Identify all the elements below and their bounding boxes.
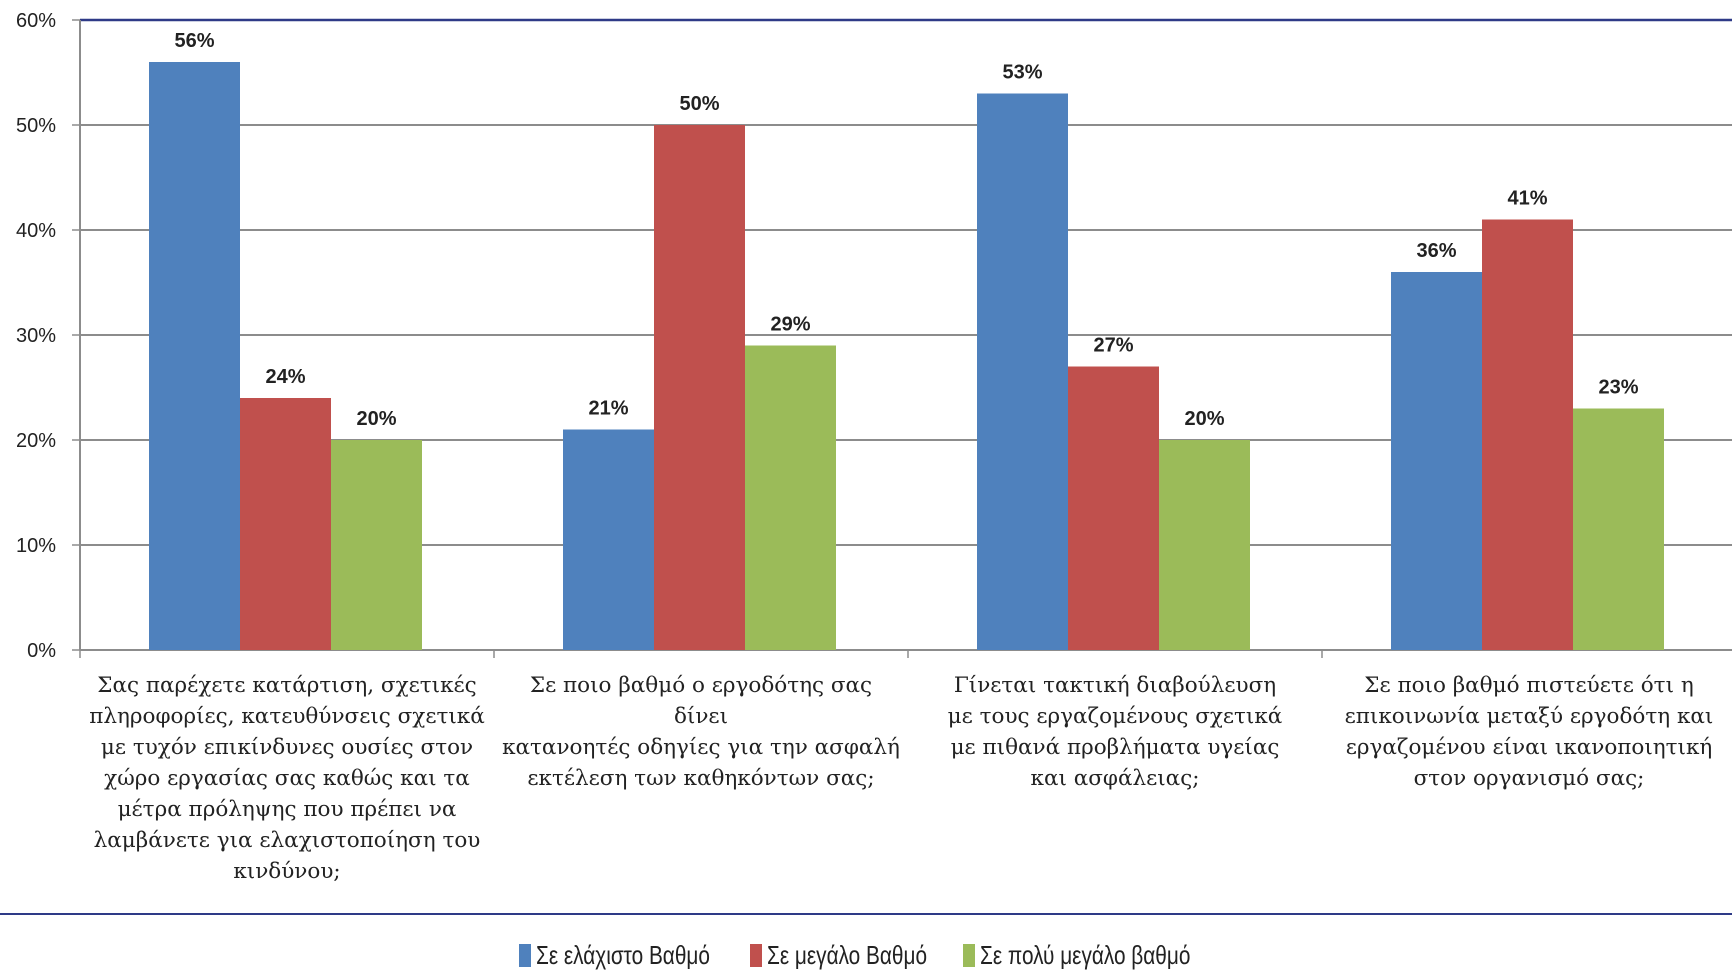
- data-label: 27%: [1093, 335, 1133, 357]
- category-label-line: μέτρα πρόληψης που πρέπει να: [117, 797, 457, 822]
- bar: [745, 345, 836, 650]
- category-label-line: Σε ποιο βαθμό ο εργοδότης σας δίνει: [529, 673, 873, 729]
- category-label: Σας παρέχετε κατάρτιση, σχετικές πληροφορ…: [87, 670, 487, 887]
- category-label-line: Σε ποιο βαθμό πιστεύετε ότι η: [1364, 673, 1694, 698]
- y-tick-label: 40%: [16, 220, 56, 242]
- data-label: 20%: [1184, 408, 1224, 430]
- data-label: 21%: [588, 398, 628, 420]
- bar: [331, 440, 422, 650]
- legend-item: Σε πολύ μεγάλο βαθμό: [962, 940, 1213, 971]
- data-label: 53%: [1002, 62, 1042, 84]
- category-label-line: και ασφάλειας;: [1030, 766, 1200, 791]
- bar: [1159, 440, 1250, 650]
- legend-label: Σε πολύ μεγάλο βαθμό: [979, 940, 1191, 970]
- category-label-line: επικοινωνία μεταξύ εργοδότη και: [1344, 704, 1714, 729]
- category-label-line: χώρο εργασίας σας καθώς και τα: [104, 766, 470, 791]
- bar: [240, 398, 331, 650]
- y-tick-label: 20%: [16, 430, 56, 452]
- category-label-line: εκτέλεση των καθηκόντων σας;: [527, 766, 875, 791]
- data-label: 50%: [679, 93, 719, 115]
- category-label-line: κατανοητές οδηγίες για την ασφαλή: [502, 735, 900, 760]
- bar: [563, 429, 654, 650]
- bar: [1573, 408, 1664, 650]
- category-label-line: πληροφορίες, κατευθύνσεις σχετικά: [89, 704, 485, 729]
- y-tick-label: 60%: [16, 10, 56, 32]
- category-label-line: με τυχόν επικίνδυνες ουσίες στον: [100, 735, 474, 760]
- y-tick-label: 10%: [16, 535, 56, 557]
- category-label: Γίνεται τακτική διαβούλευση με τους εργαζ…: [915, 670, 1315, 794]
- bar: [977, 93, 1068, 650]
- legend-swatch: [962, 944, 975, 967]
- data-label: 24%: [265, 366, 305, 388]
- data-label: 23%: [1598, 377, 1638, 399]
- data-label: 29%: [770, 314, 810, 336]
- category-label-line: στον οργανισμό σας;: [1413, 766, 1645, 791]
- legend-item: Σε ελάχιστο Βαθμό: [519, 940, 723, 971]
- y-tick-label: 50%: [16, 115, 56, 137]
- bar: [1482, 219, 1573, 650]
- legend-label: Σε μεγάλο Βαθμό: [766, 940, 927, 970]
- bar: [1391, 272, 1482, 650]
- bar: [1068, 366, 1159, 650]
- legend-item: Σε μεγάλο Βαθμό: [749, 940, 937, 971]
- legend: Σε ελάχιστο Βαθμό Σε μεγάλο Βαθμό Σε πολύ …: [0, 940, 1732, 971]
- legend-label: Σε ελάχιστο Βαθμό: [536, 940, 711, 970]
- bar: [149, 62, 240, 650]
- category-label-line: με πιθανά προβλήματα υγείας: [950, 735, 1280, 760]
- category-label-line: Σας παρέχετε κατάρτιση, σχετικές: [97, 673, 477, 698]
- category-label-line: κινδύνου;: [233, 859, 341, 884]
- category-label: Σε ποιο βαθμό πιστεύετε ότι η επικοινωνία…: [1329, 670, 1729, 794]
- legend-swatch: [519, 944, 532, 967]
- category-label-line: λαμβάνετε για ελαχιστοποίηση του: [93, 828, 481, 853]
- data-label: 41%: [1507, 188, 1547, 210]
- y-tick-label: 0%: [27, 640, 56, 662]
- data-label: 20%: [356, 408, 396, 430]
- bar: [654, 125, 745, 650]
- data-label: 56%: [174, 30, 214, 52]
- category-label-line: εργαζομένου είναι ικανοποιητική: [1345, 735, 1713, 760]
- legend-swatch: [749, 944, 762, 967]
- category-label-line: με τους εργαζομένους σχετικά: [947, 704, 1283, 729]
- category-label-line: Γίνεται τακτική διαβούλευση: [953, 673, 1277, 698]
- y-tick-label: 30%: [16, 325, 56, 347]
- category-label: Σε ποιο βαθμό ο εργοδότης σας δίνει καταν…: [501, 670, 901, 794]
- data-label: 36%: [1416, 240, 1456, 262]
